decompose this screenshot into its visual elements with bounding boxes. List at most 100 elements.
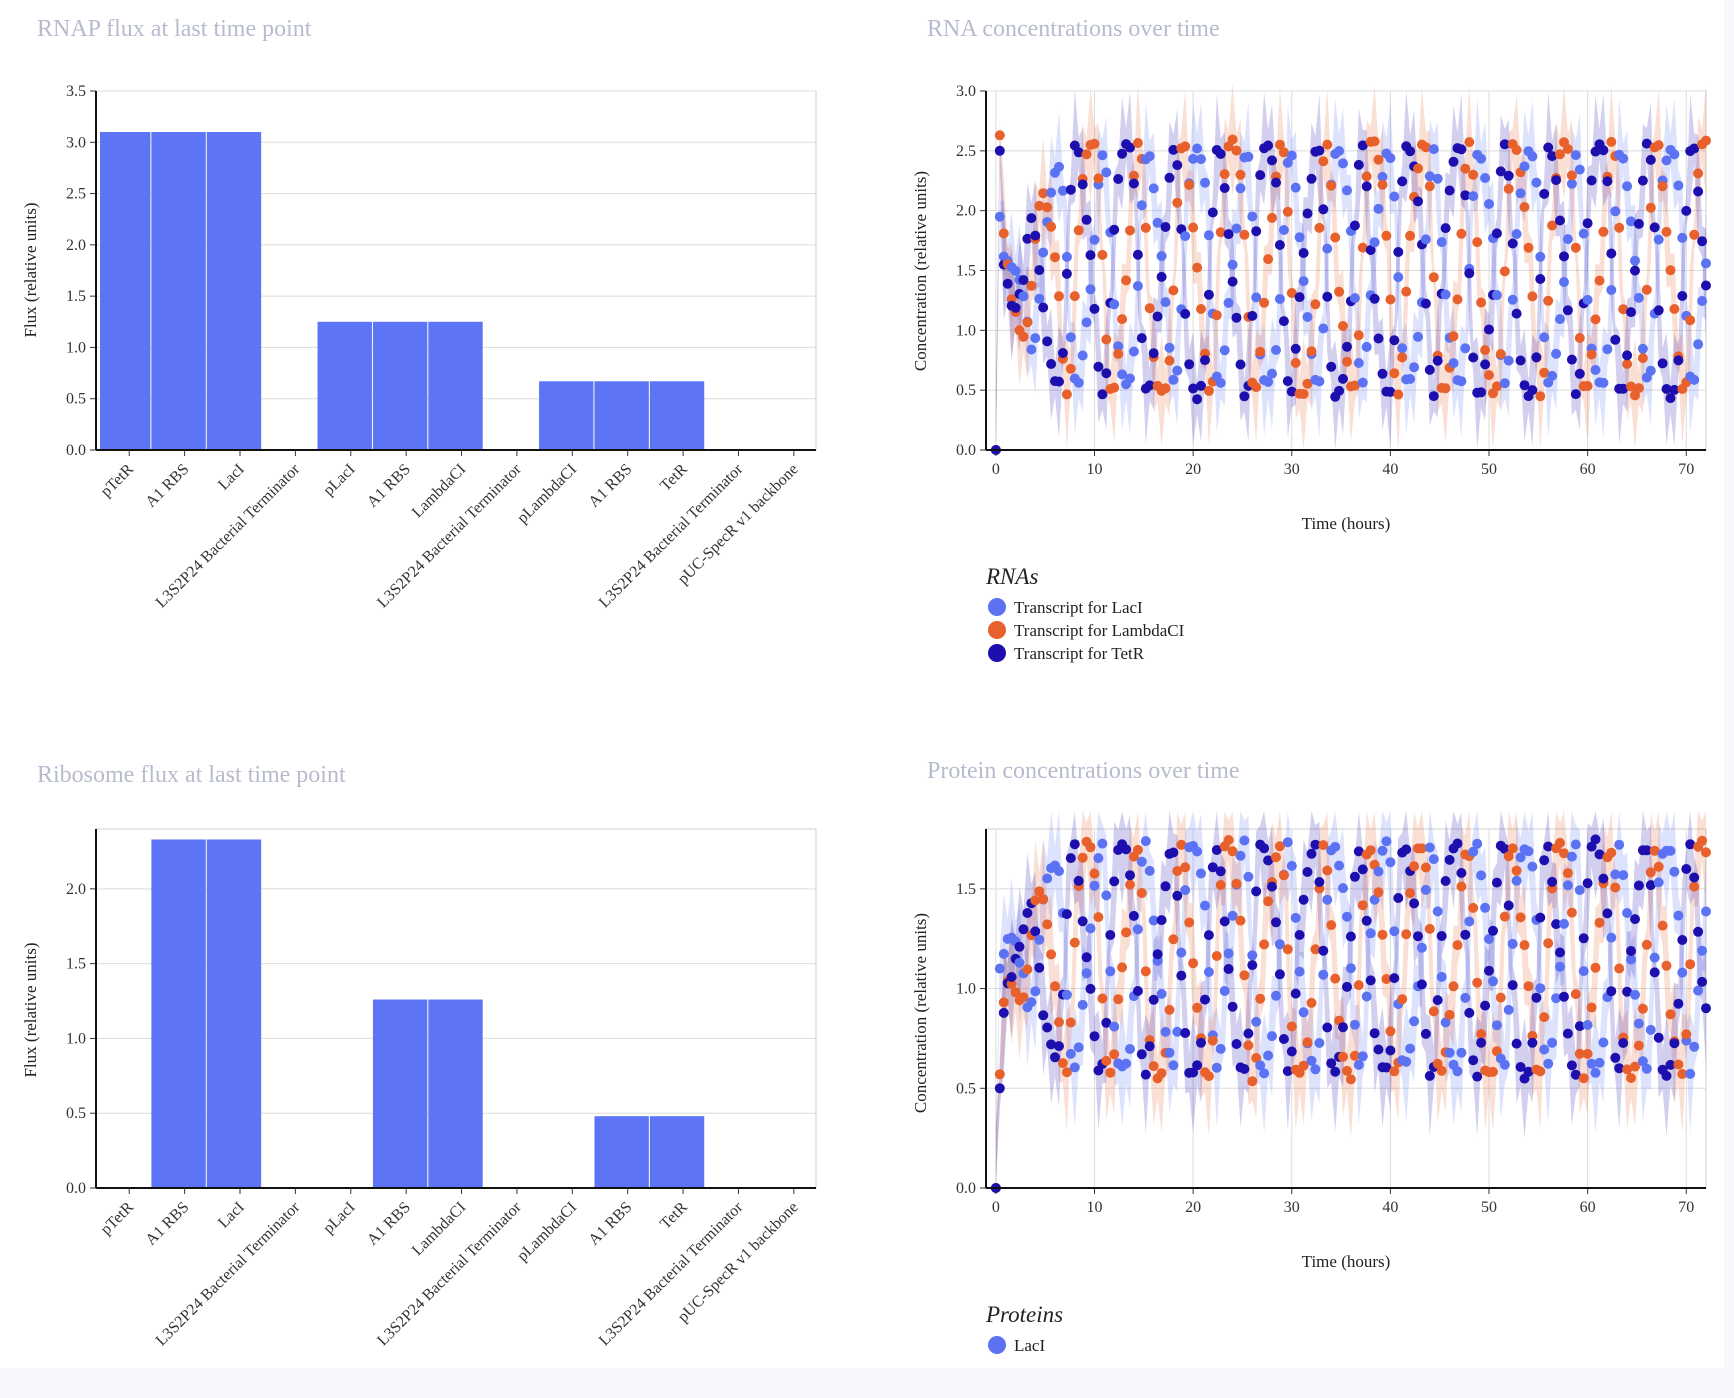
protein-series-0-point bbox=[1259, 1068, 1270, 1079]
rna-series-2-point bbox=[1113, 174, 1124, 184]
rna-series-2-point bbox=[1444, 185, 1455, 196]
protein-series-2-point bbox=[1665, 1059, 1676, 1070]
rna-series-2-point bbox=[1282, 376, 1293, 387]
ribosome-bar bbox=[428, 999, 483, 1188]
protein-series-2-point bbox=[1168, 847, 1179, 858]
protein-series-0-point bbox=[1148, 915, 1159, 926]
rna-series-1-point bbox=[1073, 225, 1084, 236]
protein-series-2-point bbox=[1050, 1052, 1060, 1063]
rna-series-0-point bbox=[1243, 151, 1254, 162]
protein-series-1-point bbox=[1495, 992, 1506, 1003]
protein-series-0-point bbox=[1077, 999, 1088, 1010]
rna-series-0-point bbox=[1511, 229, 1522, 239]
protein-series-0-point bbox=[1338, 883, 1348, 894]
rna-series-1-point bbox=[1523, 242, 1534, 253]
protein-series-0-point bbox=[1251, 1016, 1262, 1027]
protein-series-1-point bbox=[1057, 1058, 1068, 1069]
protein-series-1-point bbox=[1140, 966, 1151, 977]
rna-series-1-point bbox=[1322, 139, 1333, 150]
rna-series-1-point bbox=[1306, 346, 1317, 357]
rna-series-1-point bbox=[1018, 331, 1029, 342]
rna-series-1-point bbox=[1657, 181, 1668, 192]
protein-series-0-point bbox=[1203, 967, 1214, 977]
ribosome-category-label: pTetR bbox=[98, 1199, 138, 1239]
rna-series-0-point bbox=[1527, 151, 1538, 162]
protein-x-tick-label: 40 bbox=[1382, 1199, 1398, 1216]
protein-series-0-point bbox=[998, 948, 1009, 959]
protein-series-1-point bbox=[1590, 962, 1601, 973]
protein-series-0-point bbox=[1436, 971, 1447, 982]
rna-series-2-point bbox=[1290, 343, 1301, 354]
rna-series-2-point bbox=[1314, 145, 1325, 156]
protein-x-axis-label: Time (hours) bbox=[1302, 1252, 1391, 1271]
protein-series-0-point bbox=[1089, 880, 1100, 891]
protein-series-1-point bbox=[1235, 915, 1246, 926]
rna-series-2-point bbox=[1152, 311, 1163, 322]
rna-series-2-point bbox=[1034, 265, 1045, 276]
protein-series-0-point bbox=[1641, 1063, 1652, 1074]
protein-series-0-point bbox=[1452, 1066, 1463, 1077]
protein-series-2-point bbox=[1345, 931, 1356, 942]
rna-series-2-point bbox=[1365, 245, 1376, 255]
ribosome-category-label: LacI bbox=[215, 1199, 248, 1232]
protein-series-2-point bbox=[1413, 931, 1423, 942]
rna-series-0-point bbox=[1491, 290, 1502, 301]
rna-series-1-point bbox=[1389, 368, 1400, 379]
protein-series-0-point bbox=[1180, 885, 1191, 896]
ribosome-category-label: A1 RBS bbox=[142, 1199, 192, 1249]
protein-series-2-point bbox=[1641, 845, 1652, 856]
rna-series-2-point bbox=[1192, 394, 1203, 405]
protein-series-1-point bbox=[1673, 1059, 1684, 1070]
rna-series-2-point bbox=[1038, 302, 1049, 313]
rna-series-0-point bbox=[1547, 370, 1558, 381]
protein-series-2-point bbox=[1515, 1062, 1526, 1072]
protein-series-0-point bbox=[1247, 950, 1258, 961]
rna-series-2-point bbox=[1689, 143, 1700, 154]
rna-series-0-point bbox=[1377, 171, 1388, 182]
rna-series-0-point bbox=[1598, 377, 1609, 388]
rna-series-2-point bbox=[1342, 341, 1352, 352]
rna-series-1-band bbox=[995, 83, 1706, 451]
rna-series-1-point bbox=[1645, 202, 1656, 213]
rna-series-1-point bbox=[1377, 179, 1388, 190]
rnap-bar bbox=[594, 381, 649, 450]
protein-series-0-point bbox=[1503, 1004, 1514, 1015]
rna-series-0-point bbox=[1271, 345, 1281, 355]
protein-series-1-point bbox=[1377, 929, 1388, 940]
protein-series-1-point bbox=[1357, 900, 1368, 911]
protein-series-1-point bbox=[1322, 865, 1333, 876]
protein-y-tick-label: 1.0 bbox=[956, 981, 976, 998]
rna-series-2-point bbox=[1574, 368, 1585, 379]
protein-series-0-point bbox=[1211, 1062, 1222, 1073]
protein-series-1-point bbox=[1243, 1040, 1254, 1051]
rna-series-2-point bbox=[1633, 218, 1644, 229]
rna-series-2-point bbox=[1302, 208, 1313, 219]
protein-series-0-point bbox=[1061, 989, 1072, 1000]
rnap-bar bbox=[649, 381, 705, 450]
protein-series-2-point bbox=[1630, 914, 1640, 925]
rna-x-tick-label: 20 bbox=[1185, 461, 1201, 478]
rna-series-1-point bbox=[1397, 352, 1408, 363]
rnap-bar bbox=[206, 132, 262, 450]
protein-series-0-point bbox=[1633, 1018, 1644, 1029]
rna-series-2-point bbox=[1318, 204, 1329, 215]
rna-y-tick-label: 0.5 bbox=[956, 382, 976, 399]
protein-series-0-point bbox=[1030, 986, 1041, 997]
protein-series-2-point bbox=[1574, 1021, 1585, 1032]
rna-series-1-point bbox=[1251, 382, 1262, 393]
protein-series-2-point bbox=[1440, 876, 1451, 886]
protein-series-1-point bbox=[1345, 1074, 1356, 1085]
protein-series-2-point bbox=[1030, 926, 1041, 937]
protein-series-2-point bbox=[1274, 969, 1285, 980]
rna-series-2-point bbox=[1385, 386, 1396, 397]
ribosome-chart-title: Ribosome flux at last time point bbox=[37, 762, 346, 788]
protein-series-0-point bbox=[1342, 911, 1352, 922]
rna-series-0-point bbox=[1125, 373, 1135, 384]
protein-series-1-point bbox=[1338, 1051, 1348, 1062]
protein-series-0-point bbox=[1539, 1044, 1550, 1055]
protein-series-1-point bbox=[1164, 1004, 1175, 1015]
rna-series-0-point bbox=[1673, 180, 1684, 191]
protein-series-0-point bbox=[1377, 845, 1388, 856]
protein-series-2-point bbox=[1381, 1062, 1392, 1073]
protein-series-2-point bbox=[1081, 952, 1092, 963]
